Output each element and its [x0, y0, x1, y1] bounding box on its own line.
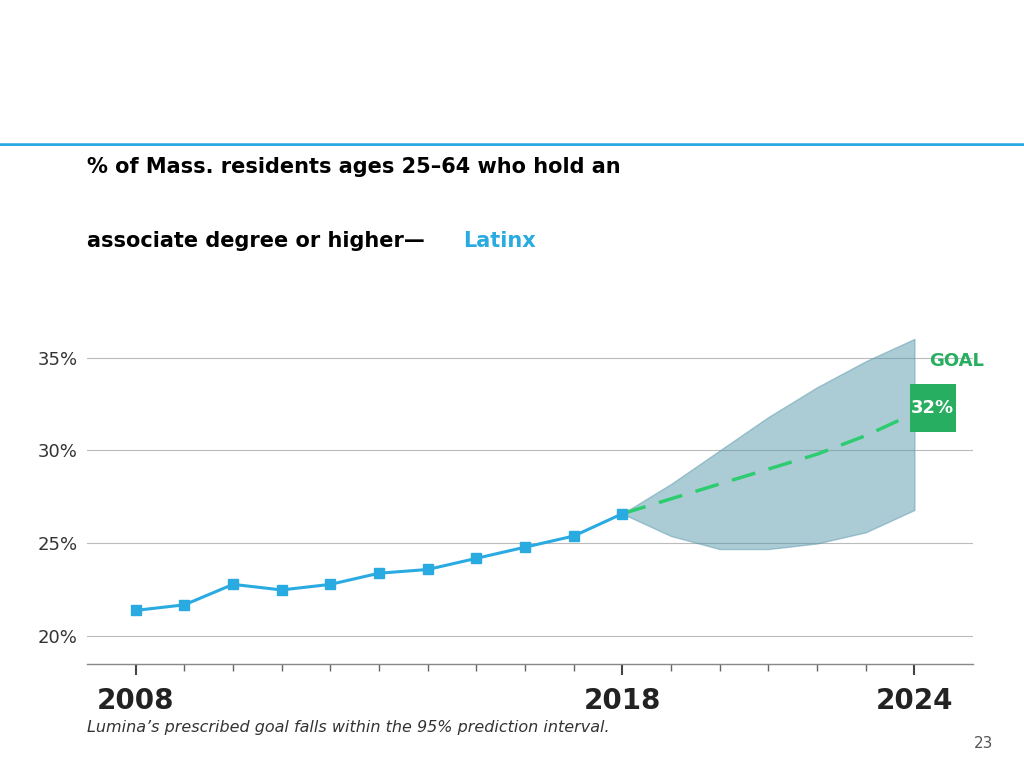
Text: Lumina’s prescribed goal falls within the 95% prediction interval.: Lumina’s prescribed goal falls within th… [87, 720, 609, 736]
Text: 23: 23 [974, 736, 993, 751]
Text: associate degree or higher—: associate degree or higher— [87, 231, 425, 251]
Text: % of Mass. residents ages 25–64 who hold an: % of Mass. residents ages 25–64 who hold… [87, 157, 621, 177]
Text: GOAL: GOAL [929, 353, 984, 370]
Text: 2. Equity in Associate Degree & Higher: 2. Equity in Associate Degree & Higher [33, 58, 946, 101]
Text: 32%: 32% [911, 399, 954, 417]
FancyBboxPatch shape [909, 383, 955, 432]
Text: State Population Goals: State Population Goals [33, 32, 248, 50]
Text: Latinx: Latinx [464, 231, 537, 251]
